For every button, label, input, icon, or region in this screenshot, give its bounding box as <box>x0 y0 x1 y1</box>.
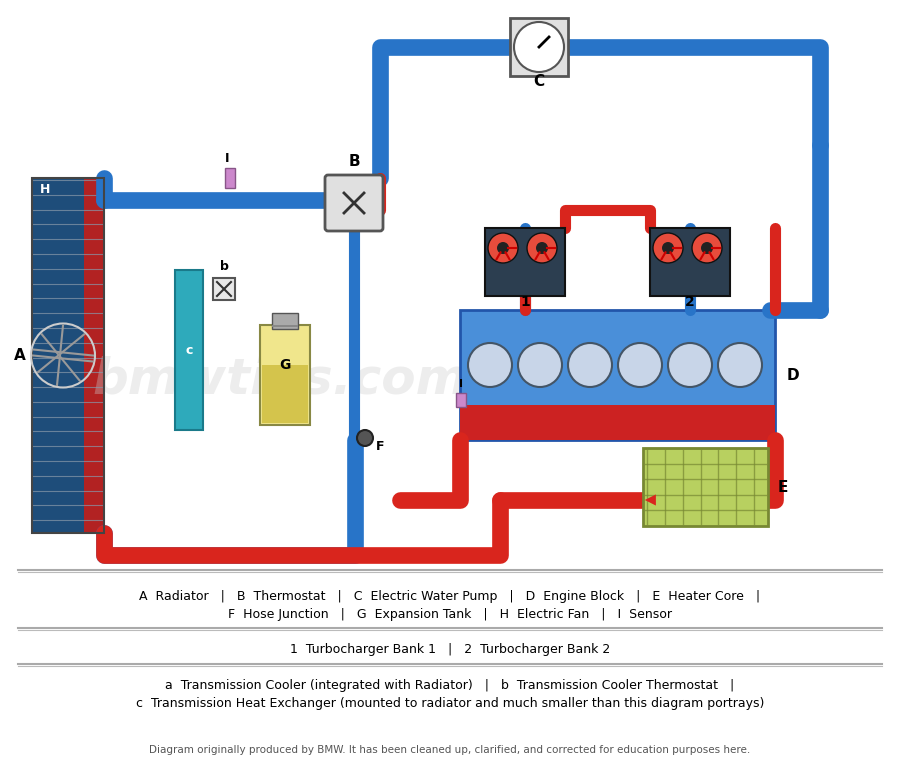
Text: A: A <box>14 348 26 363</box>
Circle shape <box>568 343 612 387</box>
Text: I: I <box>459 379 463 389</box>
Text: b: b <box>220 260 229 273</box>
Bar <box>84 178 104 533</box>
Circle shape <box>668 343 712 387</box>
Bar <box>643 448 768 526</box>
Bar <box>510 18 568 76</box>
Text: 1  Turbocharger Bank 1   |   2  Turbocharger Bank 2: 1 Turbocharger Bank 1 | 2 Turbocharger B… <box>290 643 610 656</box>
Text: I: I <box>225 152 230 165</box>
Text: G: G <box>279 358 291 372</box>
FancyBboxPatch shape <box>325 175 383 231</box>
Circle shape <box>468 343 512 387</box>
Text: A  Radiator   |   B  Thermostat   |   C  Electric Water Pump   |   D  Engine Blo: A Radiator | B Thermostat | C Electric W… <box>140 590 760 603</box>
Circle shape <box>536 242 548 254</box>
Bar <box>272 325 298 327</box>
Bar <box>213 278 235 300</box>
Bar <box>32 178 84 533</box>
Text: D: D <box>787 367 799 382</box>
Text: 2: 2 <box>685 295 695 309</box>
Circle shape <box>618 343 662 387</box>
Bar <box>456 393 466 407</box>
Circle shape <box>514 22 564 72</box>
Bar <box>262 365 308 423</box>
Text: F: F <box>376 440 384 453</box>
Text: c  Transmission Heat Exchanger (mounted to radiator and much smaller than this d: c Transmission Heat Exchanger (mounted t… <box>136 697 764 710</box>
Bar <box>175 270 203 430</box>
Text: E: E <box>778 480 788 494</box>
Circle shape <box>653 233 683 263</box>
Circle shape <box>718 343 762 387</box>
Circle shape <box>662 242 674 254</box>
Bar <box>260 325 310 425</box>
Bar <box>460 310 775 440</box>
Circle shape <box>692 233 722 263</box>
Circle shape <box>701 242 713 254</box>
Circle shape <box>488 233 518 263</box>
Bar <box>272 313 298 329</box>
Bar <box>32 178 104 533</box>
Text: F  Hose Junction   |   G  Expansion Tank   |   H  Electric Fan   |   I  Sensor: F Hose Junction | G Expansion Tank | H E… <box>228 608 672 621</box>
Text: H: H <box>40 183 50 196</box>
Circle shape <box>497 242 509 254</box>
Text: bmwtips.com: bmwtips.com <box>92 356 468 404</box>
Bar <box>225 168 235 188</box>
Circle shape <box>527 233 557 263</box>
Text: a  Transmission Cooler (integrated with Radiator)   |   b  Transmission Cooler T: a Transmission Cooler (integrated with R… <box>166 679 734 692</box>
Text: Diagram originally produced by BMW. It has been cleaned up, clarified, and corre: Diagram originally produced by BMW. It h… <box>149 745 751 755</box>
Text: C: C <box>534 74 544 89</box>
Circle shape <box>357 430 373 446</box>
Bar <box>460 405 775 440</box>
Bar <box>650 228 730 296</box>
Bar <box>485 228 565 296</box>
Text: c: c <box>185 343 193 356</box>
Text: B: B <box>348 154 360 169</box>
Circle shape <box>518 343 562 387</box>
Text: 1: 1 <box>520 295 530 309</box>
